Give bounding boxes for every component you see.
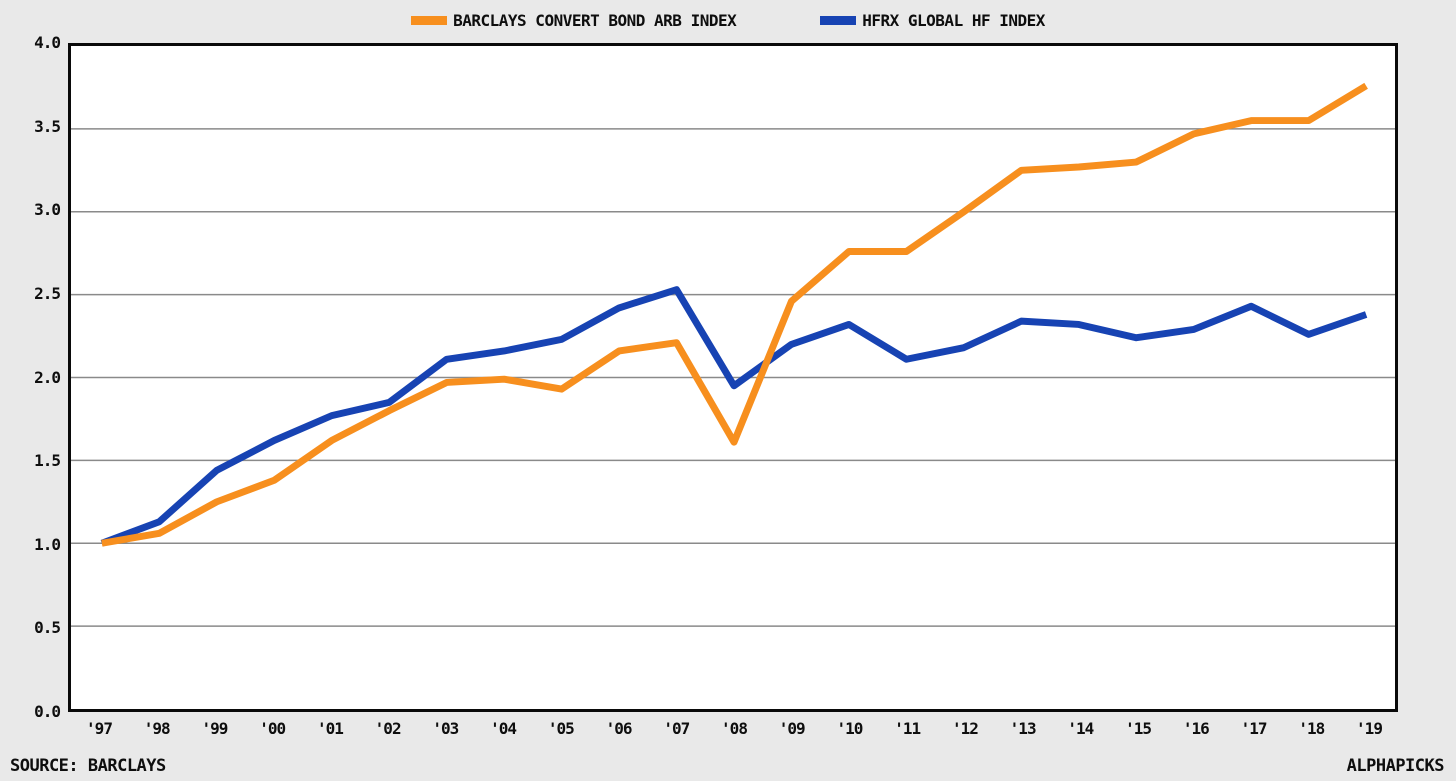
y-tick-label: 1.5 <box>34 451 61 471</box>
series-line <box>101 82 1368 547</box>
x-tick-label: '14 <box>1067 719 1094 738</box>
brand-watermark: ALPHAPICKS <box>1346 756 1445 776</box>
y-tick-label: 4.0 <box>34 33 61 52</box>
y-tick-label: 3.0 <box>34 200 61 220</box>
x-tick-label: '05 <box>547 719 575 738</box>
x-tick-label: '08 <box>721 719 748 738</box>
legend-item-hfrx: HFRX GLOBAL HF INDEX <box>820 11 1045 30</box>
x-tick-label: '00 <box>259 719 286 738</box>
x-tick-label: '02 <box>374 719 402 738</box>
y-tick-label: 0.5 <box>34 618 61 638</box>
legend-swatch-orange-icon <box>411 15 448 25</box>
x-tick-label: '10 <box>836 719 864 738</box>
x-tick-label: '06 <box>605 719 633 738</box>
x-tick-label: '07 <box>663 719 690 738</box>
x-tick-label: '01 <box>316 719 344 738</box>
x-tick-label: '04 <box>490 719 517 738</box>
legend-swatch-blue-icon <box>820 15 857 25</box>
series-line <box>100 286 1368 547</box>
y-tick-label: 0.0 <box>34 702 61 721</box>
x-tick-label: '13 <box>1009 719 1037 738</box>
x-tick-label: '18 <box>1298 719 1325 738</box>
legend-label-barclays-convert: BARCLAYS CONVERT BOND ARB INDEX <box>453 10 737 30</box>
x-tick-label: '11 <box>894 719 921 738</box>
y-tick-label: 3.5 <box>34 116 61 136</box>
x-tick-label: '03 <box>432 719 459 738</box>
x-tick-label: '16 <box>1182 719 1210 738</box>
legend-label-hfrx: HFRX GLOBAL HF INDEX <box>862 10 1045 30</box>
chart-svg <box>71 82 1395 627</box>
y-tick-label: 2.5 <box>34 283 61 303</box>
source-credit: SOURCE: BARCLAYS <box>10 756 166 776</box>
x-tick-label: '19 <box>1356 719 1383 738</box>
y-tick-label: 2.0 <box>34 367 61 387</box>
y-tick-label: 1.0 <box>34 534 61 554</box>
x-tick-label: '98 <box>143 719 171 738</box>
x-tick-label: '99 <box>201 719 229 738</box>
x-tick-label: '17 <box>1240 719 1268 738</box>
x-tick-label: '12 <box>951 719 979 738</box>
chart-legend: BARCLAYS CONVERT BOND ARB INDEX HFRX GLO… <box>0 6 1456 34</box>
x-tick-label: '09 <box>778 719 806 738</box>
legend-item-barclays-convert: BARCLAYS CONVERT BOND ARB INDEX <box>411 10 737 30</box>
x-tick-label: '97 <box>86 719 113 738</box>
x-tick-label: '15 <box>1125 719 1152 738</box>
plot-area <box>68 43 1398 712</box>
